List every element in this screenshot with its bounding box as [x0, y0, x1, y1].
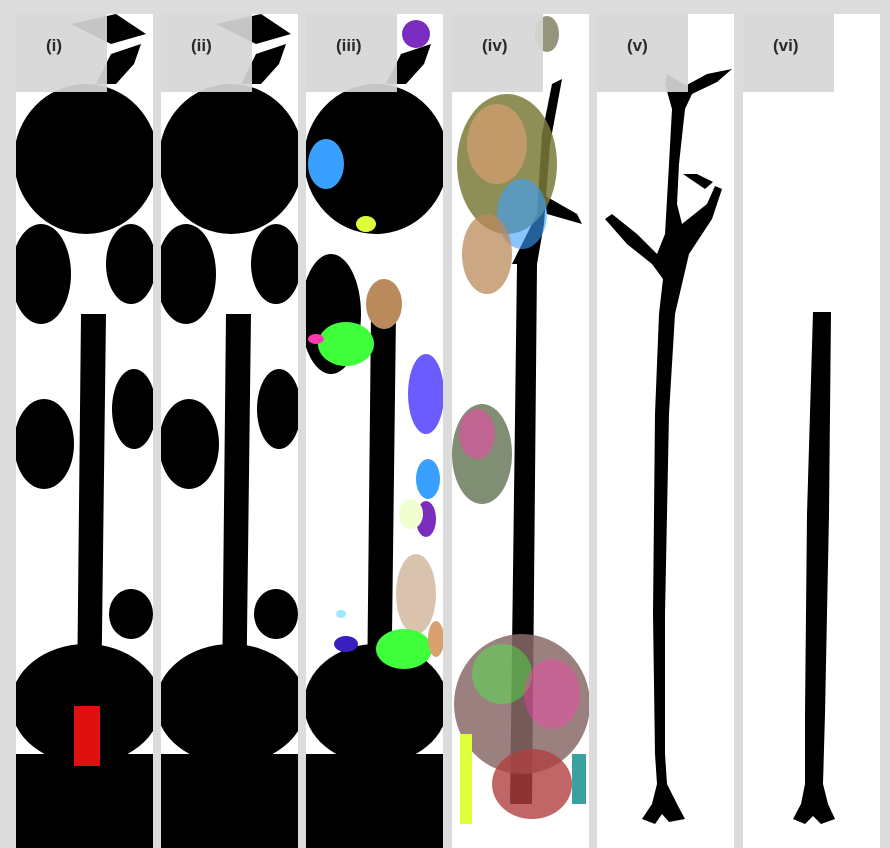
panel-v-label: (v) [627, 36, 648, 55]
panel-vi-trunk [793, 312, 835, 824]
panel-vi-label: (vi) [773, 36, 799, 55]
panel-i: (i) [16, 14, 153, 848]
panel-i-label: (i) [46, 36, 63, 55]
panel-i-label-box: (i) [16, 14, 107, 92]
panel-iv: (iv) [452, 14, 589, 848]
panel-iv-label: (iv) [482, 36, 508, 55]
segments [308, 20, 443, 669]
panel-ii-point-cloud [161, 14, 298, 848]
panel-iii: (iii) [306, 14, 443, 848]
panel-iii-label-box: (iii) [306, 14, 397, 92]
colored-clusters [452, 16, 589, 824]
panel-iv-point-cloud [452, 16, 589, 824]
panel-ii: (ii) [161, 14, 298, 848]
panel-iii-point-cloud [306, 20, 443, 848]
panel-v-stem [605, 69, 732, 824]
panel-v-label-box: (v) [597, 14, 688, 92]
panel-iv-label-box: (iv) [452, 14, 543, 92]
panel-ii-label-box: (ii) [161, 14, 252, 92]
panel-vi-label-box: (vi) [743, 14, 834, 92]
panel-vi: (vi) [743, 14, 880, 848]
panel-i-point-cloud [16, 14, 153, 848]
stem-highlight [74, 706, 100, 766]
panel-ii-label: (ii) [191, 36, 212, 55]
panel-v: (v) [597, 14, 734, 848]
panel-iii-label: (iii) [336, 36, 362, 55]
